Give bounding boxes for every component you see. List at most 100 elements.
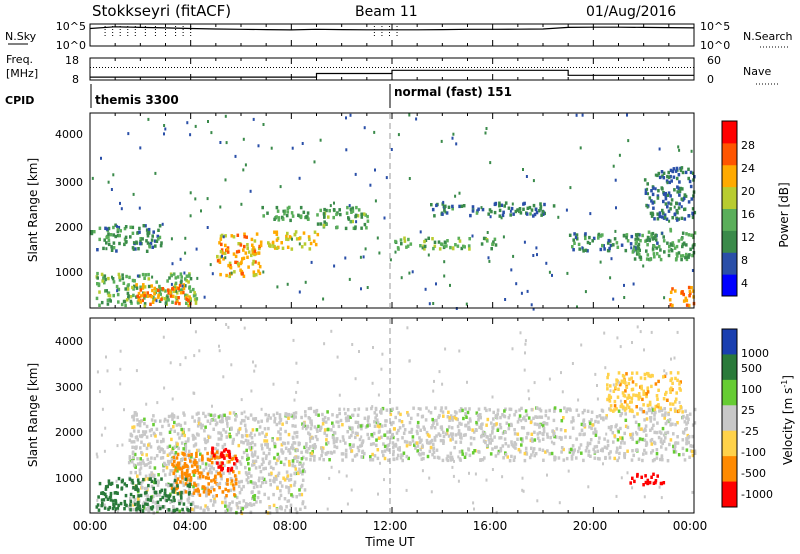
rti-cell (509, 422, 513, 427)
rti-cell (163, 132, 165, 136)
rti-cell (680, 166, 684, 170)
rti-cell (416, 449, 419, 453)
rti-cell (669, 194, 672, 198)
rti-cell (618, 381, 621, 385)
rti-cell (202, 411, 205, 416)
rti-cell (375, 443, 378, 447)
rti-cell (315, 427, 319, 431)
rti-cell (630, 396, 634, 400)
rti-cell (140, 482, 143, 486)
rti-cell (407, 237, 410, 242)
rti-cell (132, 503, 135, 507)
rti-cell (586, 443, 590, 447)
rti-cell (128, 455, 132, 459)
rti-cell (486, 231, 489, 234)
rti-cell (662, 239, 666, 243)
rti-cell (177, 499, 181, 503)
rti-cell (306, 211, 310, 215)
rti-cell (181, 457, 185, 461)
rti-cell (620, 411, 624, 416)
rti-cell (225, 418, 228, 422)
rti-cell (542, 426, 546, 431)
rti-cell (177, 296, 180, 300)
rti-cell (416, 431, 419, 436)
rti-cell (659, 431, 663, 435)
rti-cell (541, 424, 545, 428)
rti-cell (468, 247, 471, 251)
rti-cell (650, 475, 653, 479)
rti-cell (260, 443, 263, 447)
rti-cell (471, 234, 474, 238)
power-colorbar-swatch (722, 230, 737, 253)
rti-cell (530, 303, 533, 307)
rti-cell (159, 439, 163, 444)
rti-cell (357, 449, 361, 453)
rti-cell (663, 213, 667, 217)
rti-cell (234, 254, 238, 259)
rti-cell (637, 397, 641, 401)
rti-cell (240, 418, 244, 423)
rti-cell (150, 484, 154, 489)
rti-cell (132, 485, 135, 490)
rti-cell (212, 503, 215, 507)
rti-cell (402, 451, 406, 455)
rti-cell (159, 456, 163, 460)
rti-cell (464, 407, 467, 411)
rti-cell (379, 461, 381, 465)
rti-cell (486, 417, 490, 422)
rti-cell (568, 233, 572, 237)
rti-cell (274, 461, 278, 466)
rti-cell (252, 462, 256, 467)
rti-cell (662, 199, 665, 204)
rti-cell (214, 474, 217, 478)
rti-cell (335, 445, 339, 450)
rti-cell (454, 440, 458, 444)
rti-cell (418, 436, 421, 440)
rti-cell (127, 296, 130, 300)
rti-cell (184, 477, 188, 481)
rti-cell (219, 205, 222, 209)
rti-cell (242, 168, 245, 172)
rti-cell (460, 204, 464, 208)
rti-cell (622, 234, 626, 238)
rti-cell (176, 299, 179, 304)
rti-cell (665, 217, 669, 221)
rti-cell (635, 432, 639, 436)
cpid-row: CPID themis 3300 normal (fast) 151 (5, 84, 512, 108)
rti-cell (206, 197, 209, 201)
rti-cell (252, 259, 255, 264)
rti-cell (301, 469, 305, 473)
rti-cell (507, 206, 511, 210)
rti-cell (272, 503, 276, 508)
rti-cell (154, 500, 158, 505)
rti-cell (344, 256, 347, 260)
rti-cell (163, 124, 166, 127)
rti-cell (147, 504, 150, 508)
rti-cell (542, 458, 545, 462)
rti-cell (114, 501, 118, 506)
rti-cell (369, 458, 372, 462)
rti-cell (193, 419, 196, 423)
rti-cell (458, 450, 462, 454)
rti-cell (491, 447, 494, 451)
rti-cell (539, 205, 543, 209)
rti-cell (609, 389, 612, 393)
xtick-20: 20:00 (573, 519, 608, 533)
rti-cell (123, 226, 127, 231)
rti-cell (116, 491, 119, 495)
rti-cell (147, 461, 150, 465)
rti-cell (586, 441, 589, 445)
rti-cell (297, 441, 301, 445)
rti-cell (673, 188, 676, 192)
rti-cell (199, 422, 202, 426)
rti-cell (284, 457, 288, 461)
rti-cell (675, 257, 678, 261)
rti-cell (550, 440, 553, 444)
rti-cell (142, 283, 145, 287)
rti-cell (499, 426, 503, 430)
rti-cell (103, 281, 106, 285)
rti-cell (662, 439, 666, 443)
rti-cell (146, 291, 149, 295)
rti-cell (475, 428, 478, 432)
rti-cell (114, 234, 117, 239)
